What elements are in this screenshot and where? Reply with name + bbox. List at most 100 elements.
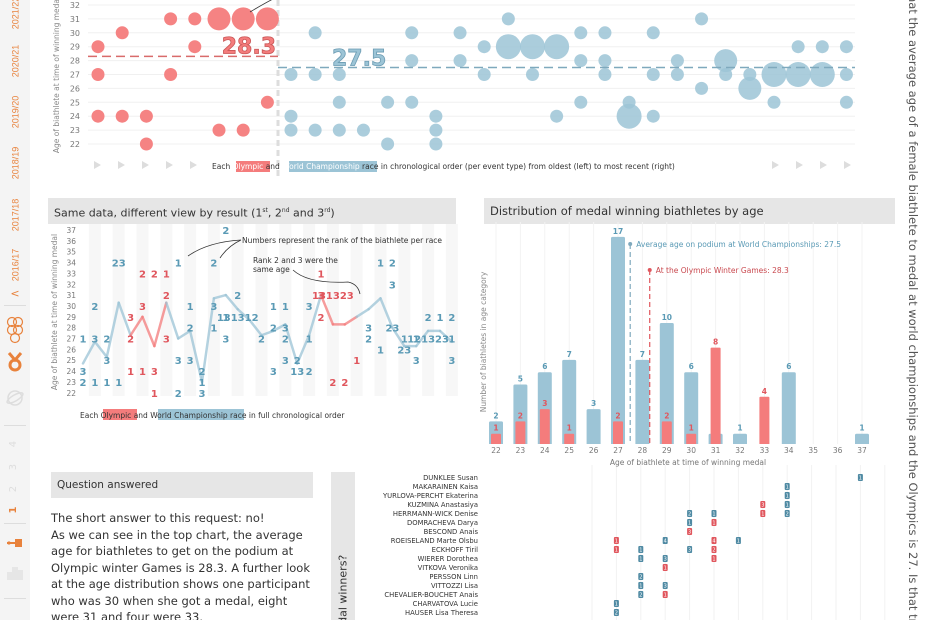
olympic-bar-label: 8 bbox=[713, 338, 718, 347]
rank-label: 3 bbox=[91, 335, 98, 346]
average-line-segment bbox=[224, 293, 239, 311]
rank-label: 1 bbox=[282, 302, 289, 313]
x-tick-label: 30 bbox=[686, 446, 696, 455]
same-age-annotation: Rank 2 and 3 were the bbox=[253, 256, 338, 265]
olympic-bar-label: 2 bbox=[518, 411, 523, 420]
histogram-x-axis: 22 23 24 25 26 27 28 29 30 31 32 33 34 35 36 37 Age of b… bbox=[491, 446, 867, 467]
medal-icon[interactable] bbox=[5, 352, 25, 372]
x-tick-label: 23 bbox=[516, 446, 526, 455]
race-marker-icon bbox=[142, 161, 149, 169]
rank-marker-label: 3 bbox=[664, 584, 667, 590]
world-bubble bbox=[785, 62, 811, 87]
rank-label: 3 bbox=[127, 313, 134, 324]
olympic-bubble bbox=[91, 109, 105, 123]
column-band bbox=[112, 224, 125, 396]
average-line-segment bbox=[200, 297, 216, 384]
race-marker-icon bbox=[796, 161, 803, 169]
y-tick-label: 26 bbox=[70, 84, 80, 93]
age-histogram: Number of biathletes in age category 2 5 6 7… bbox=[479, 222, 869, 444]
annotation-arrow bbox=[292, 269, 361, 295]
y-tick-label: 31 bbox=[70, 15, 80, 24]
back-button[interactable]: < bbox=[10, 286, 20, 300]
olympic-bubble bbox=[188, 40, 202, 54]
x-tick-label: 22 bbox=[491, 446, 501, 455]
y-tick-label: 26 bbox=[66, 345, 76, 354]
average-line-segment bbox=[379, 297, 394, 329]
season-tab-2019-20[interactable]: 2019/20 bbox=[10, 95, 21, 129]
rank-label: 2 bbox=[151, 269, 158, 280]
rank-label: 23 bbox=[385, 324, 399, 335]
rank-label: 3 bbox=[139, 302, 146, 313]
y-tick-label: 22 bbox=[66, 389, 76, 398]
column-band bbox=[136, 224, 149, 396]
rank-marker-label: 1 bbox=[737, 539, 740, 545]
world-bubble bbox=[381, 137, 395, 151]
world-bar-label: 10 bbox=[662, 313, 672, 322]
podium-icon[interactable] bbox=[5, 562, 25, 582]
rank-label: 2 bbox=[234, 291, 241, 302]
athlete-name: ROEISELAND Marte Olsbu bbox=[391, 537, 478, 545]
olympic-bar-label: 1 bbox=[689, 424, 694, 433]
y-tick-label: 34 bbox=[66, 259, 76, 268]
rank-marker bbox=[711, 546, 717, 553]
x-tick-label: 36 bbox=[833, 446, 843, 455]
rifle-icon[interactable] bbox=[5, 533, 25, 553]
rank-4-filter[interactable]: 4 bbox=[8, 440, 19, 448]
world-bubble bbox=[791, 40, 805, 54]
rank-label: 3 bbox=[80, 367, 87, 378]
rank-marker-label: 1 bbox=[639, 548, 642, 554]
world-average-label: 27.5 bbox=[332, 47, 386, 72]
world-bar bbox=[611, 236, 625, 444]
rank-label: 2 bbox=[389, 259, 396, 270]
olympic-bubble bbox=[91, 40, 105, 54]
season-tab-2018-19[interactable]: 2018/19 bbox=[10, 146, 21, 180]
rank-marker bbox=[711, 537, 717, 544]
season-tab-2020-21[interactable]: 2020/21 bbox=[10, 44, 21, 78]
rank-label: 3 bbox=[163, 335, 170, 346]
world-bubble bbox=[738, 76, 762, 100]
rank-marker-label: 1 bbox=[786, 494, 789, 500]
world-bubble bbox=[501, 12, 515, 26]
rank-label: 3 bbox=[318, 291, 325, 302]
average-line-segment bbox=[391, 326, 406, 348]
rank-label: 1 bbox=[80, 335, 87, 346]
season-tab-2017-18[interactable]: 2017/18 bbox=[10, 198, 21, 232]
annotation-arrow bbox=[249, 0, 272, 13]
rank-label: 1 bbox=[353, 356, 360, 367]
sidebar-divider bbox=[4, 305, 26, 306]
race-marker-icon bbox=[820, 161, 827, 169]
rank-label: 1 bbox=[437, 313, 444, 324]
y-tick-label: 35 bbox=[66, 248, 76, 257]
caption-text: Olympic bbox=[101, 411, 132, 420]
olympic-bar bbox=[539, 409, 550, 444]
y-tick-label: 25 bbox=[66, 356, 76, 365]
world-bubble bbox=[544, 34, 570, 60]
average-line-segment bbox=[355, 307, 370, 319]
world-average-marker bbox=[628, 242, 633, 246]
y-tick-label: 30 bbox=[70, 29, 80, 38]
world-bubble bbox=[308, 26, 322, 40]
average-line-segment bbox=[367, 297, 382, 311]
rank-3-filter[interactable]: 3 bbox=[8, 463, 19, 471]
rank-label: 1 bbox=[413, 335, 420, 346]
rank-marker-label: 2 bbox=[615, 611, 618, 617]
rank-1-filter[interactable]: 1 bbox=[8, 506, 19, 514]
globe-icon[interactable] bbox=[5, 388, 25, 408]
average-line-segment bbox=[129, 315, 144, 337]
rank-marker bbox=[662, 537, 668, 544]
world-bar-label: 1 bbox=[859, 424, 864, 433]
athlete-name: VITTOZZI Lisa bbox=[431, 582, 478, 590]
rank-label: 2 bbox=[210, 259, 217, 270]
olympic-rings-icon[interactable] bbox=[5, 315, 25, 345]
x-tick-label: 33 bbox=[760, 446, 770, 455]
rank-marker bbox=[735, 537, 741, 544]
rank-label: 131323 bbox=[312, 291, 354, 302]
rank-marker bbox=[613, 546, 619, 553]
rank-marker-label: 1 bbox=[688, 521, 691, 527]
x-tick-label: 26 bbox=[589, 446, 599, 455]
rank-marker bbox=[613, 609, 619, 616]
season-tab-2021-22[interactable]: 2021/22 bbox=[10, 0, 21, 30]
world-bubble bbox=[332, 95, 346, 109]
rank-2-filter[interactable]: 2 bbox=[8, 485, 19, 493]
rank-label: 2 bbox=[329, 378, 336, 389]
